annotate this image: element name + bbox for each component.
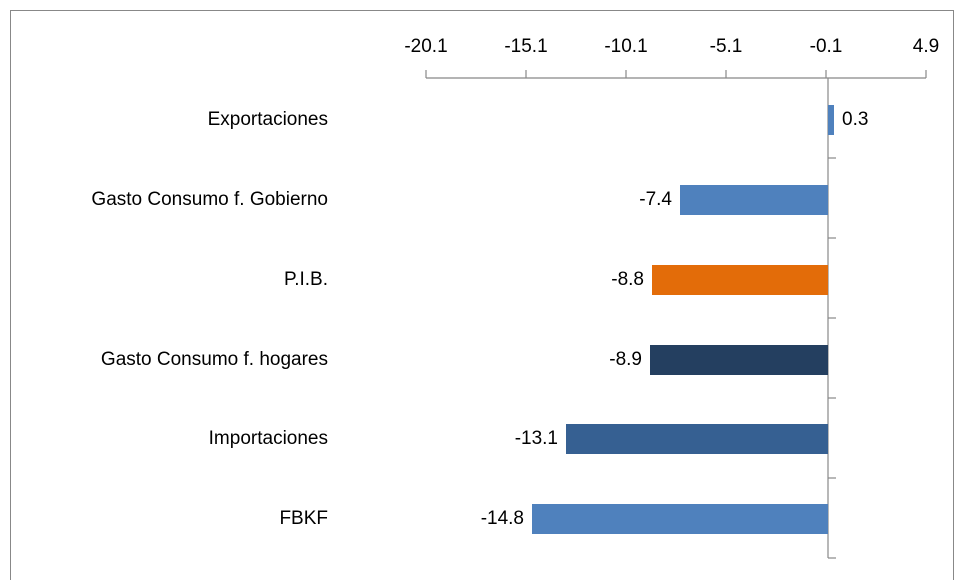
bar (650, 345, 828, 375)
data-label: -13.1 (515, 428, 558, 449)
data-label: 0.3 (842, 109, 868, 130)
y-tick-label: Gasto Consumo f. hogares (101, 349, 328, 370)
y-tick-label: Importaciones (209, 428, 328, 449)
x-tick-label: -20.1 (404, 36, 447, 57)
bar (652, 265, 828, 295)
bar (828, 105, 834, 135)
x-tick-label: -0.1 (810, 36, 843, 57)
y-tick-label: FBKF (279, 508, 328, 529)
bar (566, 424, 828, 454)
data-label: -8.8 (611, 269, 644, 290)
y-tick-label: P.I.B. (284, 269, 328, 290)
x-tick-label: -10.1 (604, 36, 647, 57)
data-label: -8.9 (609, 349, 642, 370)
y-tick-label: Exportaciones (208, 109, 328, 130)
data-label: -14.8 (481, 508, 524, 529)
y-tick-label: Gasto Consumo f. Gobierno (91, 189, 328, 210)
data-label: -7.4 (639, 189, 672, 210)
chart-frame (10, 10, 954, 580)
bar (680, 185, 828, 215)
x-tick-label: 4.9 (913, 36, 939, 57)
x-tick-label: -15.1 (504, 36, 547, 57)
x-tick-label: -5.1 (710, 36, 743, 57)
bar (532, 504, 828, 534)
